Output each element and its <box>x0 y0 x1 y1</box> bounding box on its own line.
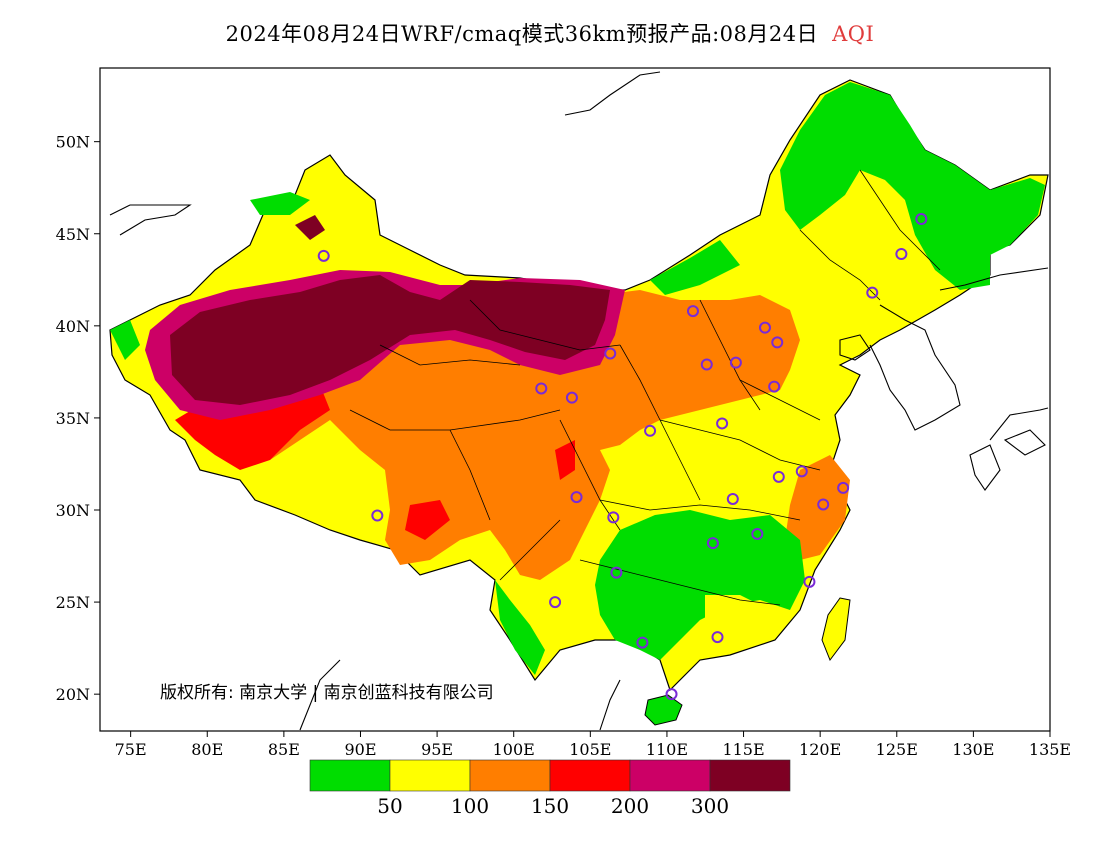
zone-orange-east <box>785 455 850 560</box>
legend-label: 200 <box>611 794 649 818</box>
x-tick-label: 105E <box>569 740 611 759</box>
city-station-marker <box>803 575 816 588</box>
x-axis: 75E 80E 85E 90E 95E 100E 105E 110E 115E 120E 125E 1… <box>115 731 1071 759</box>
taiwan-island <box>821 597 851 662</box>
y-tick-label: 20N <box>56 685 90 704</box>
zone-green-south <box>595 510 805 660</box>
city-station-marker <box>817 498 830 511</box>
city-station-marker <box>317 249 330 262</box>
city-station-marker <box>895 248 908 261</box>
city-station-marker <box>570 491 583 504</box>
zone-green-northwest <box>250 192 310 215</box>
city-station-marker <box>686 305 699 318</box>
legend-label: 50 <box>377 794 402 818</box>
x-tick-label: 120E <box>799 740 841 759</box>
zone-red-central <box>555 440 575 480</box>
map-field <box>109 71 1049 731</box>
city-station-marker <box>644 424 657 437</box>
x-tick-label: 85E <box>268 740 300 759</box>
city-station-marker <box>915 213 928 226</box>
y-tick-label: 35N <box>56 409 90 428</box>
x-tick-label: 110E <box>646 740 688 759</box>
city-station-marker <box>772 470 785 483</box>
legend-swatch <box>549 759 631 792</box>
x-tick-label: 100E <box>493 740 535 759</box>
y-tick-label: 25N <box>56 593 90 612</box>
city-station-marker <box>866 286 879 299</box>
zone-green-west-tip <box>110 320 140 360</box>
city-station-marker <box>371 509 384 522</box>
zone-maroon-hotspot <box>170 275 610 405</box>
x-tick-label: 80E <box>191 740 223 759</box>
province-boundaries <box>349 169 941 606</box>
city-station-marker <box>729 356 742 369</box>
zone-green-northeast <box>780 82 1045 290</box>
aqi-legend: 50 100 150 200 300 <box>309 759 791 818</box>
legend-swatch <box>309 759 391 792</box>
city-station-marker <box>759 321 771 334</box>
legend-swatch <box>389 759 471 792</box>
zone-green-southwest <box>495 580 545 675</box>
zone-red-mid <box>405 500 450 540</box>
y-tick-label: 30N <box>56 501 90 520</box>
map-title: 2024年08月24日WRF/cmaq模式36km预报产品:08月24日 AQI <box>0 18 1100 48</box>
city-station-marker <box>607 511 620 524</box>
x-tick-label: 90E <box>344 740 376 759</box>
city-station-marker <box>837 481 850 494</box>
y-tick-label: 40N <box>56 317 90 336</box>
x-tick-label: 95E <box>421 740 453 759</box>
x-tick-label: 115E <box>722 740 764 759</box>
zone-orange-central <box>180 290 800 580</box>
y-tick-label: 50N <box>56 133 90 152</box>
city-station-marker <box>771 336 784 349</box>
city-station-marker <box>604 347 617 360</box>
legend-swatch <box>629 759 711 792</box>
legend-label: 100 <box>451 794 489 818</box>
x-tick-label: 125E <box>876 740 918 759</box>
city-station-marker <box>711 631 724 644</box>
city-station-marker <box>636 636 649 649</box>
zone-green-north <box>650 240 740 295</box>
city-station-marker <box>716 417 729 430</box>
title-pollutant: AQI <box>832 22 875 46</box>
city-station-marker <box>768 380 781 393</box>
x-tick-label: 130E <box>952 740 994 759</box>
city-station-marker <box>549 596 562 609</box>
city-station-marker <box>610 566 623 579</box>
city-station-marker <box>535 382 548 395</box>
city-station-marker <box>565 391 578 404</box>
hainan-island <box>644 694 683 726</box>
x-tick-label: 75E <box>115 740 147 759</box>
title-main: 2024年08月24日WRF/cmaq模式36km预报产品:08月24日 <box>225 22 819 46</box>
city-stations <box>317 213 928 701</box>
legend-swatch <box>469 759 551 792</box>
neighbor-coastlines <box>109 71 1049 731</box>
x-tick-label: 135E <box>1029 740 1071 759</box>
city-station-marker <box>751 527 764 540</box>
city-station-marker <box>706 537 719 550</box>
zone-maroon-north <box>295 215 325 240</box>
legend-label: 300 <box>691 794 729 818</box>
city-station-marker <box>726 492 739 505</box>
y-axis: 50N 45N 40N 35N 30N 25N 20N <box>56 133 100 704</box>
city-station-marker <box>795 465 808 478</box>
map-frame <box>99 67 1051 732</box>
legend-swatch <box>709 759 791 792</box>
city-station-marker <box>665 688 678 701</box>
y-tick-label: 45N <box>56 225 90 244</box>
legend-label: 150 <box>531 794 569 818</box>
copyright-text: 版权所有: 南京大学 | 南京创蓝科技有限公司 <box>160 683 494 703</box>
city-station-marker <box>700 358 713 371</box>
